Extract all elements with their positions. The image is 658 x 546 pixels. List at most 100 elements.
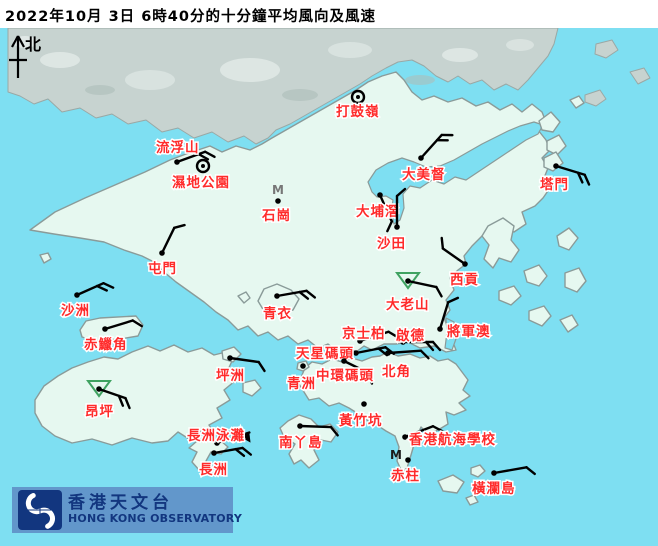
wind-barb-icon [212, 446, 253, 458]
station-label: 打鼓嶺 [336, 103, 380, 120]
wind-barb-icon [554, 164, 591, 186]
hko-logo-icon [18, 490, 62, 530]
station-stanley[interactable]: M 赤柱 [390, 448, 421, 486]
wind-barb-icon [403, 425, 444, 439]
station-sha-tin[interactable]: 沙田 [376, 187, 407, 254]
wind-barb-icon [275, 289, 317, 300]
station-lamma-island[interactable]: 南丫島 [278, 423, 339, 453]
junk-bay [444, 317, 458, 351]
station-label: 啟德 [396, 327, 425, 344]
wind-barb-icon [298, 424, 339, 437]
m-marker: M [390, 448, 402, 462]
station-dot [275, 198, 281, 204]
station-label: 黃竹坑 [338, 412, 383, 429]
station-tap-mun[interactable]: 塔門 [539, 163, 591, 195]
calm-wind-icon [195, 158, 211, 174]
wind-barb-icon [97, 387, 131, 410]
station-label: 中環碼頭 [316, 367, 374, 384]
m-marker: M [272, 183, 284, 197]
station-kai-tak[interactable]: 啟德 [395, 326, 442, 352]
north-arrow-label: 北 [25, 35, 41, 54]
station-wong-chuk-hang[interactable]: 黃竹坑 [337, 401, 383, 431]
station-label: 屯門 [148, 260, 177, 277]
station-label: 坪洲 [216, 368, 245, 384]
wind-barb-icon [438, 296, 460, 331]
station-chek-lap-kok[interactable]: 赤鱲角 [83, 318, 143, 355]
station-wetland-park[interactable]: 濕地公園 [171, 158, 231, 193]
station-label: 京士柏 [342, 325, 386, 342]
station-sha-chau[interactable]: 沙洲 [60, 280, 115, 321]
station-kings-park[interactable]: 京士柏 [341, 324, 399, 349]
station-label: 大美督 [402, 166, 446, 183]
station-label: 赤鱲角 [84, 336, 128, 353]
station-label: 沙田 [377, 236, 406, 252]
station-lau-fau-shan[interactable]: 流浮山 [155, 138, 216, 170]
station-label: 西貢 [450, 272, 479, 288]
station-label: 長洲 [199, 462, 228, 478]
hko-name-english: HONG KONG OBSERVATORY [68, 512, 243, 526]
station-shek-kong[interactable]: M 石崗 [260, 183, 292, 226]
tsing-yi-island [257, 283, 300, 316]
station-dot [300, 363, 306, 369]
wind-barb-icon [406, 279, 443, 298]
wind-barb-icon [386, 349, 430, 360]
wind-barb-icon [419, 133, 454, 160]
station-label: 南丫島 [279, 434, 323, 451]
mainland-texture [13, 36, 534, 101]
wind-barb-icon [175, 150, 216, 164]
station-peng-chau[interactable]: 坪洲 [215, 355, 266, 386]
station-cheung-chau-beach[interactable]: 長洲泳灘 [186, 426, 252, 453]
station-tsing-yi[interactable]: 青衣 [262, 289, 317, 324]
station-hk-sea-school[interactable]: 香港航海學校 [402, 424, 497, 450]
station-cheung-chau[interactable]: 長洲 [198, 446, 253, 480]
wind-barb-icon [401, 340, 442, 352]
station-north-point[interactable]: 北角 [381, 349, 430, 382]
station-central-pier[interactable]: 中環碼頭 [315, 358, 375, 386]
hko-logo-text: 香港天文台 HONG KONG OBSERVATORY [68, 493, 243, 526]
station-label: 香港航海學校 [408, 431, 496, 448]
station-label: 將軍澳 [447, 323, 491, 340]
station-tai-po-kau[interactable]: 大埔滘 [355, 192, 400, 233]
station-dot [201, 164, 205, 168]
triangle-marker [395, 272, 421, 290]
station-tseung-kwan-o[interactable]: 將軍澳 [437, 296, 491, 342]
station-green-island[interactable]: 青洲 [286, 363, 317, 394]
station-label: 塔門 [540, 176, 569, 193]
wind-barb-icon [395, 187, 407, 229]
triangle-marker [86, 380, 112, 398]
tolo-harbour [367, 121, 544, 225]
station-label: 橫瀾島 [472, 480, 516, 497]
wind-barb-icon [440, 236, 467, 266]
station-label: 濕地公園 [172, 174, 230, 191]
station-ngong-ping[interactable]: 昂坪 [84, 380, 132, 422]
station-sai-kung[interactable]: 西貢 [437, 236, 480, 290]
station-tates-cairn[interactable]: 大老山 [385, 272, 443, 315]
wind-barb-icon [215, 431, 251, 445]
station-tai-mei-tuk[interactable]: 大美督 [401, 130, 454, 185]
station-tuen-mun[interactable]: 屯門 [147, 222, 186, 279]
station-dot [361, 401, 367, 407]
station-label: 昂坪 [85, 404, 114, 420]
station-waglan-island[interactable]: 橫瀾島 [471, 466, 536, 499]
station-ta-kwu-ling[interactable]: 打鼓嶺 [335, 89, 380, 122]
wind-barb-icon [75, 282, 115, 297]
station-label: 流浮山 [156, 139, 200, 156]
station-label: 大老山 [386, 296, 430, 313]
title-bar: 2022年10月 3日 6時40分的十分鐘平均風向及風速 [0, 0, 658, 28]
station-dot [356, 95, 360, 99]
hong-kong-island [298, 351, 471, 473]
station-label: 大埔滘 [356, 203, 400, 220]
north-arrow: 北 [9, 35, 41, 78]
wind-barb-icon [378, 193, 393, 233]
wind-barb-icon [160, 223, 186, 255]
station-star-ferry-pier[interactable]: 天星碼頭 [295, 345, 396, 364]
station-label: 石崗 [261, 207, 291, 224]
hko-logo-banner[interactable]: 香港天文台 HONG KONG OBSERVATORY [12, 487, 242, 533]
station-label: 青洲 [287, 375, 316, 392]
hko-name-chinese: 香港天文台 [68, 493, 173, 514]
station-dot [405, 457, 411, 463]
wind-barb-icon [103, 319, 143, 331]
